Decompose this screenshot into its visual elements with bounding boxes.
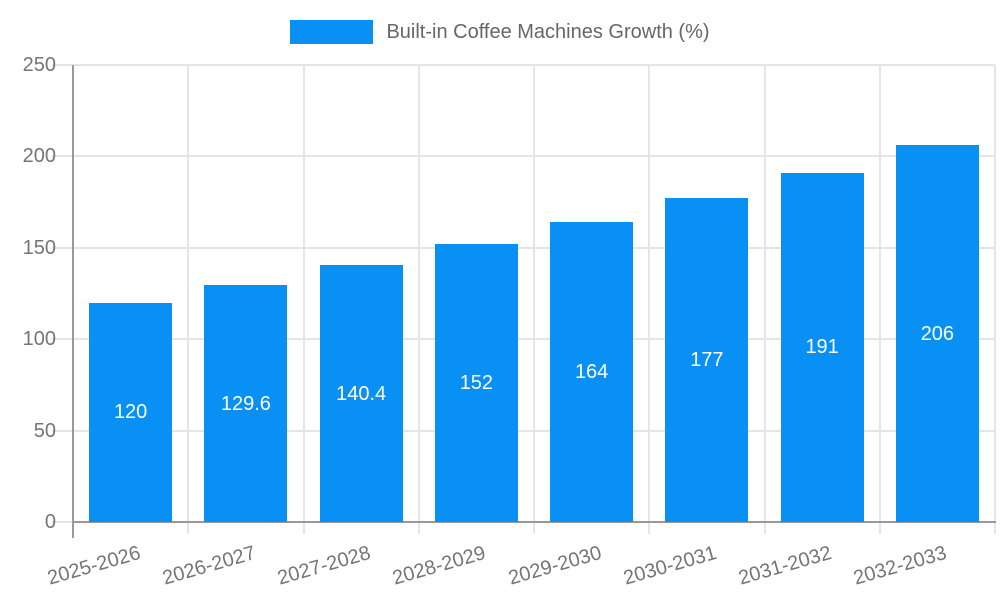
bar-value-label: 164 [574,361,609,384]
gridline-vertical [763,65,766,534]
gridline-vertical [417,65,420,534]
gridline-vertical [648,65,651,534]
gridline-vertical [878,65,881,534]
gridline-vertical [994,65,996,534]
y-tick-label: 200 [22,145,56,168]
bar [204,285,288,522]
legend-label: Built-in Coffee Machines Growth (%) [386,20,710,43]
bar [895,145,979,522]
bar-value-label: 177 [690,349,724,372]
bar-value-label: 191 [805,336,839,359]
y-tick-label: 100 [22,328,56,351]
bar-value-label: 152 [459,372,494,395]
legend-swatch [290,20,374,44]
y-axis-line [72,65,74,538]
bar [550,222,634,522]
gridline-horizontal [52,64,995,66]
y-tick-label: 150 [22,236,56,259]
gridline-vertical [302,65,305,534]
gridline-horizontal [52,246,995,249]
bar [319,265,403,522]
bar [434,244,518,522]
bar-value-label: 206 [920,322,955,345]
bar [89,302,173,522]
y-tick-label: 0 [44,511,56,533]
legend[interactable]: Built-in Coffee Machines Growth (%) [0,18,1000,46]
gridline-horizontal [52,338,995,341]
y-tick-label: 250 [22,54,56,76]
gridline-horizontal [52,429,995,432]
bar [665,198,749,522]
bar-value-label: 129.6 [220,392,271,415]
gridline-horizontal [52,155,995,158]
y-tick-label: 50 [33,419,56,442]
bar-value-label: 120 [113,401,148,424]
gridline-vertical [187,65,190,534]
gridline-vertical [533,65,535,534]
bar-value-label: 140.4 [336,382,387,405]
x-axis-line [72,521,996,523]
bar [780,172,864,522]
